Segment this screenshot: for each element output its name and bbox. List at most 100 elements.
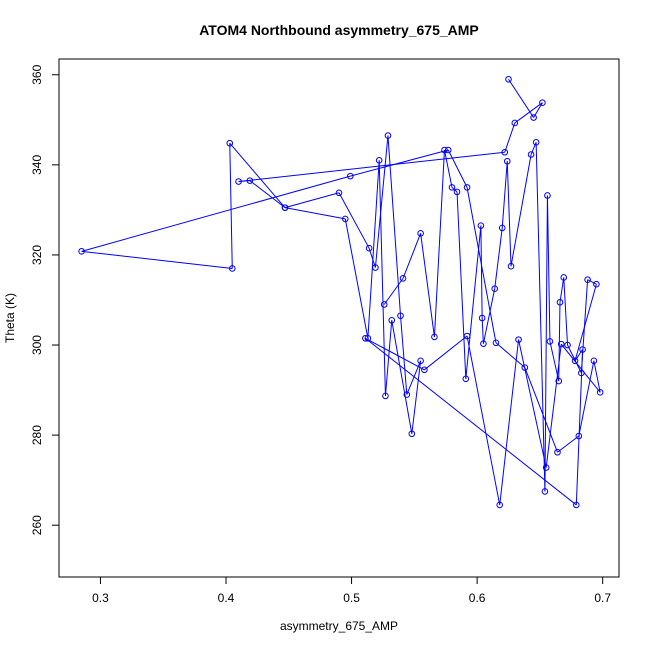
series-layer — [78, 75, 604, 509]
series-segment — [508, 78, 535, 118]
series-segment — [456, 191, 467, 379]
series-segment — [451, 187, 458, 193]
series-segment — [402, 233, 422, 279]
series-segment — [499, 339, 520, 505]
series-segment — [443, 149, 453, 188]
data-point — [544, 192, 551, 199]
series-segment — [580, 279, 589, 373]
series-segment — [400, 315, 408, 395]
x-axis: 0.3 0.4 0.5 0.6 0.7 — [92, 576, 611, 605]
x-tick-label: 0.4 — [218, 591, 235, 605]
data-point — [380, 301, 388, 308]
data-point — [417, 357, 424, 365]
data-point — [362, 334, 369, 342]
series-segment — [365, 337, 577, 506]
data-point — [578, 369, 585, 377]
data-point — [546, 338, 554, 345]
data-point — [388, 316, 396, 324]
series-segment — [514, 102, 543, 124]
x-tick-label: 0.5 — [343, 591, 360, 605]
x-tick-label: 0.7 — [594, 591, 611, 605]
series-segment — [567, 344, 582, 374]
data-point — [496, 501, 504, 509]
data-point — [462, 375, 470, 383]
data-point — [347, 172, 354, 180]
y-tick-label: 340 — [30, 155, 44, 175]
data-point — [557, 340, 565, 348]
series-segment — [284, 192, 340, 209]
series-segment — [574, 349, 584, 362]
data-point — [372, 264, 379, 271]
series-segment — [560, 343, 601, 393]
data-point — [503, 157, 511, 165]
series-segment — [480, 225, 483, 319]
series-segment — [494, 227, 503, 289]
data-point — [421, 366, 428, 374]
data-point — [477, 222, 485, 229]
series-segment — [383, 278, 404, 305]
data-point — [431, 333, 438, 341]
data-point — [226, 139, 234, 147]
data-point — [441, 146, 448, 154]
data-point — [590, 357, 598, 365]
data-point — [501, 148, 509, 156]
series-segment — [238, 151, 505, 183]
data-point — [571, 357, 579, 365]
series-segment — [420, 233, 435, 337]
x-tick-label: 0.6 — [469, 591, 486, 605]
series-segment — [578, 360, 595, 437]
series-segment — [378, 160, 386, 396]
series-segment — [563, 277, 569, 346]
series-segment — [249, 180, 286, 209]
series-segment — [229, 143, 233, 269]
series-segment — [365, 337, 425, 371]
series-segment — [544, 195, 548, 492]
series-segment — [549, 341, 560, 382]
data-point — [444, 146, 452, 154]
y-tick-label: 260 — [30, 515, 44, 535]
plot-frame — [58, 58, 620, 578]
series-segment — [506, 161, 512, 267]
data-point — [384, 132, 392, 139]
y-axis-label: Theta (K) — [3, 293, 17, 343]
data-point — [246, 177, 254, 184]
data-point — [399, 275, 407, 282]
series-segment — [593, 360, 601, 393]
series-segment — [482, 288, 496, 344]
data-point — [463, 332, 471, 340]
data-point — [527, 151, 535, 158]
series-segment — [411, 360, 422, 434]
data-point — [573, 501, 580, 509]
series-segment — [518, 339, 547, 468]
data-point — [575, 432, 583, 440]
data-point — [491, 285, 498, 293]
data-point — [403, 391, 411, 398]
series-segment — [391, 320, 413, 434]
data-point — [542, 464, 550, 471]
data-point — [541, 488, 549, 495]
data-point — [505, 75, 512, 83]
data-point — [453, 188, 461, 196]
data-point — [235, 178, 242, 185]
data-point — [365, 244, 373, 252]
series-segment — [284, 207, 346, 220]
series-segment — [350, 149, 449, 177]
y-axis: 260 280 300 320 340 360 — [30, 64, 60, 535]
data-point — [408, 430, 416, 438]
data-point — [584, 276, 591, 284]
series-segment — [557, 435, 580, 453]
data-point — [521, 364, 529, 371]
data-point — [560, 274, 568, 281]
data-point — [478, 314, 486, 322]
x-tick-label: 0.3 — [92, 591, 109, 605]
series-segment — [238, 180, 250, 183]
y-tick-label: 280 — [30, 425, 44, 445]
data-point — [364, 334, 372, 342]
series-segment — [81, 250, 233, 269]
series-segment — [384, 320, 393, 396]
series-segment — [501, 161, 508, 228]
y-tick-label: 320 — [30, 245, 44, 265]
data-point — [554, 448, 561, 456]
series-segment — [433, 149, 445, 337]
